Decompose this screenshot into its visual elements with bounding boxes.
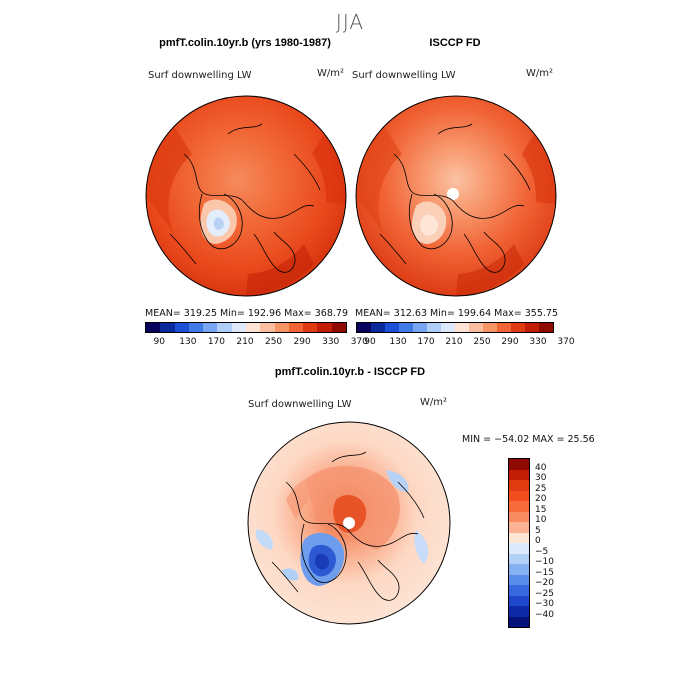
left-stats: MEAN= 319.25 Min= 192.96 Max= 368.79: [145, 308, 349, 319]
colorbar-tick-label: −30: [535, 599, 554, 609]
colorbar-swatch: [509, 564, 529, 575]
colorbar-tick-label: 0: [535, 536, 541, 546]
right-units-label: W/m²: [526, 68, 554, 79]
colorbar-swatch: [188, 323, 204, 332]
colorbar-swatch: [371, 323, 385, 332]
colorbar-tick-label: −10: [535, 557, 554, 567]
right-panel-heading: ISCCP FD: [429, 37, 481, 49]
colorbar-swatch: [413, 323, 427, 332]
colorbar-tick-label: −5: [535, 546, 549, 557]
colorbar-swatch: [260, 323, 275, 332]
colorbar-swatch: [509, 595, 529, 606]
colorbar-tick-label: 330: [322, 337, 340, 347]
colorbar-tick-label: 210: [236, 337, 254, 347]
colorbar-tick-label: 10: [535, 515, 547, 525]
right-stats: MEAN= 312.63 Min= 199.64 Max= 355.75: [355, 308, 559, 319]
colorbar-tick-label: −15: [535, 567, 554, 578]
colorbar-swatch: [160, 323, 175, 332]
colorbar-swatch: [303, 323, 318, 332]
colorbar-tick-label: 130: [389, 337, 407, 347]
colorbar-swatch: [231, 323, 246, 332]
colorbar-swatch: [274, 323, 289, 332]
colorbar-swatch: [483, 323, 497, 332]
right-variable-label: Surf downwelling LW: [352, 70, 456, 81]
colorbar-tick-label: 370: [557, 337, 575, 347]
colorbar-swatch: [539, 323, 553, 332]
colorbar-swatch: [455, 323, 469, 332]
colorbar-tick-label: 90: [153, 337, 166, 347]
right-colorbar: [356, 322, 554, 333]
colorbar-tick-label: 250: [473, 337, 491, 347]
diff-colorbar-ticks: 40 30 25 20 15 10 5 0 −5 −10 −15 −20 −25 −30 −40: [535, 458, 575, 628]
colorbar-swatch: [509, 522, 529, 533]
diff-panel-heading: pmfT.colin.10yr.b - ISCCP FD: [274, 366, 426, 378]
colorbar-swatch: [509, 574, 529, 585]
colorbar-tick-label: −40: [535, 609, 554, 620]
colorbar-swatch: [385, 323, 399, 332]
colorbar-swatch: [511, 323, 525, 332]
left-colorbar: [145, 322, 347, 333]
left-variable-label: Surf downwelling LW: [148, 70, 252, 81]
left-colorbar-ticks: 90 130 170 210 250 290 330 370: [145, 337, 368, 349]
colorbar-swatch: [497, 323, 511, 332]
colorbar-tick-label: 30: [535, 473, 547, 483]
diff-units-label: W/m²: [420, 397, 448, 408]
colorbar-swatch: [509, 606, 529, 617]
colorbar-swatch: [469, 323, 483, 332]
figure-title: JJA: [335, 10, 365, 34]
colorbar-tick-label: 290: [501, 337, 519, 347]
colorbar-tick-label: −25: [535, 588, 554, 599]
colorbar-tick-label: −20: [535, 578, 554, 588]
colorbar-tick-label: 15: [535, 504, 547, 515]
colorbar-swatch: [288, 323, 304, 332]
colorbar-swatch: [245, 323, 261, 332]
colorbar-swatch: [509, 490, 529, 501]
colorbar-swatch: [357, 323, 371, 332]
diff-variable-label: Surf downwelling LW: [248, 399, 352, 410]
colorbar-swatch: [509, 553, 529, 564]
colorbar-swatch: [146, 323, 161, 332]
right-polar-map: [355, 95, 557, 297]
colorbar-swatch: [399, 323, 413, 332]
colorbar-swatch: [509, 543, 529, 554]
colorbar-swatch: [509, 469, 529, 480]
colorbar-swatch: [331, 323, 346, 332]
colorbar-tick-label: 170: [207, 337, 226, 347]
left-panel-heading: pmfT.colin.10yr.b (yrs 1980-1987): [159, 37, 331, 49]
right-colorbar-ticks: 90 130 170 210 250 290 330 370: [356, 337, 574, 349]
diff-stats: MIN = −54.02 MAX = 25.56: [462, 434, 595, 445]
colorbar-tick-label: 330: [529, 337, 547, 347]
colorbar-swatch: [174, 323, 189, 332]
diff-polar-map: [247, 421, 451, 625]
colorbar-swatch: [509, 480, 529, 491]
colorbar-swatch: [441, 323, 455, 332]
colorbar-swatch: [509, 459, 529, 470]
colorbar-swatch: [509, 585, 529, 596]
colorbar-tick-label: 40: [535, 462, 547, 473]
colorbar-tick-label: 370: [350, 337, 368, 347]
colorbar-tick-label: 90: [364, 337, 376, 347]
left-polar-map: [145, 95, 347, 297]
colorbar-tick-label: 20: [535, 494, 547, 504]
colorbar-tick-label: 5: [535, 525, 541, 536]
colorbar-tick-label: 130: [179, 337, 197, 347]
colorbar-tick-label: 170: [417, 337, 435, 347]
colorbar-tick-label: 210: [445, 337, 463, 347]
colorbar-swatch: [509, 501, 529, 512]
colorbar-swatch: [317, 323, 332, 332]
colorbar-tick-label: 25: [535, 483, 547, 494]
colorbar-swatch: [217, 323, 232, 332]
left-units-label: W/m²: [317, 68, 345, 79]
colorbar-swatch: [509, 511, 529, 522]
colorbar-swatch: [525, 323, 539, 332]
colorbar-tick-label: 250: [264, 337, 283, 347]
colorbar-swatch: [509, 532, 529, 543]
colorbar-tick-label: 290: [293, 337, 311, 347]
colorbar-swatch: [509, 616, 529, 627]
diff-colorbar: [508, 458, 530, 628]
colorbar-swatch: [427, 323, 441, 332]
colorbar-swatch: [203, 323, 218, 332]
